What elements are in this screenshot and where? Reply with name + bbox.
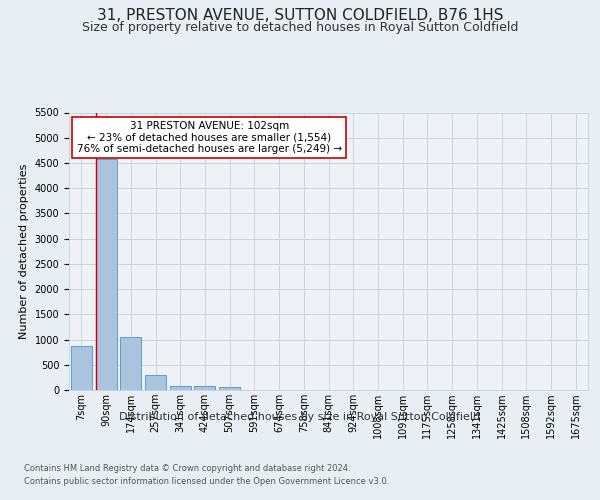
Bar xyxy=(71,346,92,390)
Bar xyxy=(194,386,215,390)
Text: Distribution of detached houses by size in Royal Sutton Coldfield: Distribution of detached houses by size … xyxy=(119,412,481,422)
Bar xyxy=(120,336,141,390)
Bar xyxy=(219,387,240,390)
Text: 31, PRESTON AVENUE, SUTTON COLDFIELD, B76 1HS: 31, PRESTON AVENUE, SUTTON COLDFIELD, B7… xyxy=(97,8,503,22)
Bar xyxy=(170,386,191,390)
Bar xyxy=(145,376,166,390)
Text: Size of property relative to detached houses in Royal Sutton Coldfield: Size of property relative to detached ho… xyxy=(82,21,518,34)
Text: Contains HM Land Registry data © Crown copyright and database right 2024.: Contains HM Land Registry data © Crown c… xyxy=(24,464,350,473)
Bar xyxy=(95,160,116,390)
Text: 31 PRESTON AVENUE: 102sqm
← 23% of detached houses are smaller (1,554)
76% of se: 31 PRESTON AVENUE: 102sqm ← 23% of detac… xyxy=(77,121,341,154)
Text: Contains public sector information licensed under the Open Government Licence v3: Contains public sector information licen… xyxy=(24,478,389,486)
Y-axis label: Number of detached properties: Number of detached properties xyxy=(19,164,29,339)
